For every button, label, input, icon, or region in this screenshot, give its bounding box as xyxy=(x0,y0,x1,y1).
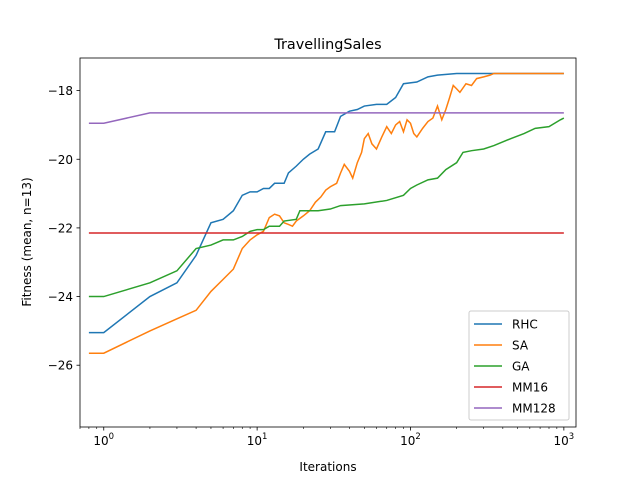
legend-label-4: MM128 xyxy=(512,402,556,416)
series-line-4 xyxy=(88,112,564,124)
y-tick-label-0: −26 xyxy=(48,359,73,373)
series-line-2 xyxy=(88,117,565,298)
y-tick-label-1: −24 xyxy=(48,290,73,304)
x-tick-label-3: 103 xyxy=(554,432,575,448)
x-tick-label-1: 101 xyxy=(247,432,268,448)
series-line-0 xyxy=(88,72,564,334)
legend-label-0: RHC xyxy=(512,318,538,332)
legend-label-2: GA xyxy=(512,360,530,374)
legend-label-1: SA xyxy=(512,339,529,353)
x-tick-label-2: 102 xyxy=(400,432,421,448)
x-tick-label-0: 100 xyxy=(93,432,114,448)
series-layer xyxy=(88,72,565,354)
chart-title: TravellingSales xyxy=(273,37,381,53)
legend-label-3: MM16 xyxy=(512,381,548,395)
y-tick-label-2: −22 xyxy=(48,221,73,235)
y-axis-title: Fitness (mean, n=13) xyxy=(20,177,34,306)
ticks-layer: 100 101 102 103 −26 −24 −22 −20 −18 xyxy=(48,84,575,448)
plot-area xyxy=(79,57,577,428)
x-axis-title: Iterations xyxy=(299,460,356,474)
legend-box xyxy=(468,310,570,421)
legend: RHC SA GA MM16 MM128 xyxy=(468,310,570,421)
y-tick-label-3: −20 xyxy=(48,153,73,167)
y-tick-label-4: −18 xyxy=(48,84,73,98)
